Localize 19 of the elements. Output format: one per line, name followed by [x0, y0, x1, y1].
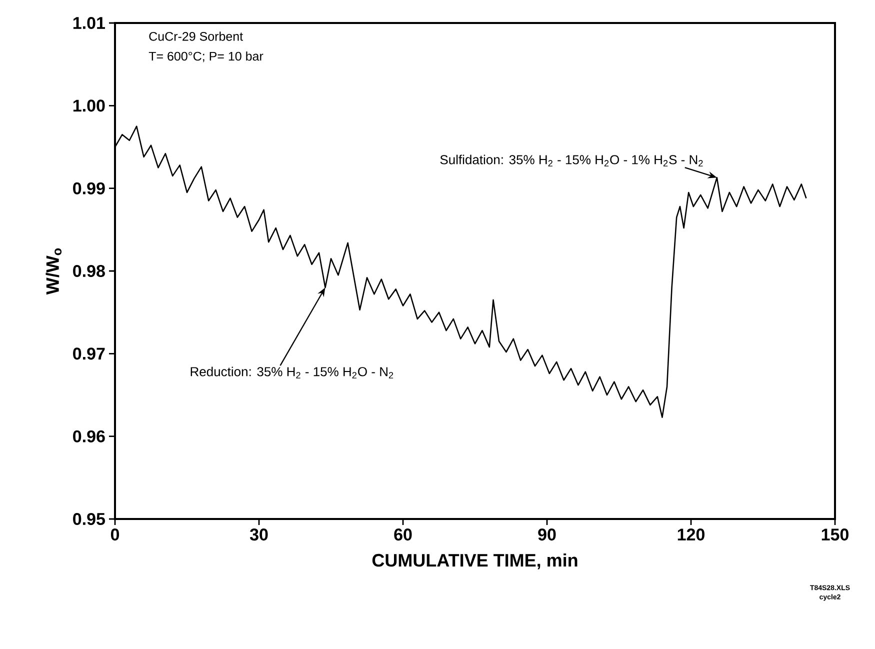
y-tick-label: 0.95: [73, 512, 105, 526]
annotation: Sulfidation: 35% H$_{2}$ - 15% H$_{2}$O - 1% H$_{2}$S - N$_{2}$: [440, 154, 703, 166]
x-axis-title: CUMULATIVE TIME, min: [372, 553, 578, 570]
y-tick-label: 1.01: [73, 16, 105, 30]
y-tick-label: 1.00: [73, 100, 105, 112]
x-tick-label: 30: [250, 528, 268, 541]
x-tick-label: 0: [110, 528, 120, 541]
annotation: T= 600°C; P= 10 bar: [148, 51, 264, 62]
y-axis-title: W/W$_{o}$: [46, 248, 62, 295]
y-tick-label: 0.96: [73, 430, 105, 442]
annotation: Reduction: 35% H$_{2}$ - 15% H$_{2}$O - N$_{2}$: [190, 366, 394, 378]
x-tick-label: 150: [822, 528, 848, 541]
y-tick-label: 0.98: [73, 264, 105, 278]
x-tick-label: 120: [678, 528, 704, 541]
annotation: CuCr-29 Sorbent: [149, 32, 243, 41]
x-tick-label: 90: [538, 528, 556, 541]
y-tick-label: 0.97: [73, 348, 105, 360]
y-tick-label: 0.99: [73, 182, 105, 194]
x-tick-label: 60: [394, 528, 412, 541]
